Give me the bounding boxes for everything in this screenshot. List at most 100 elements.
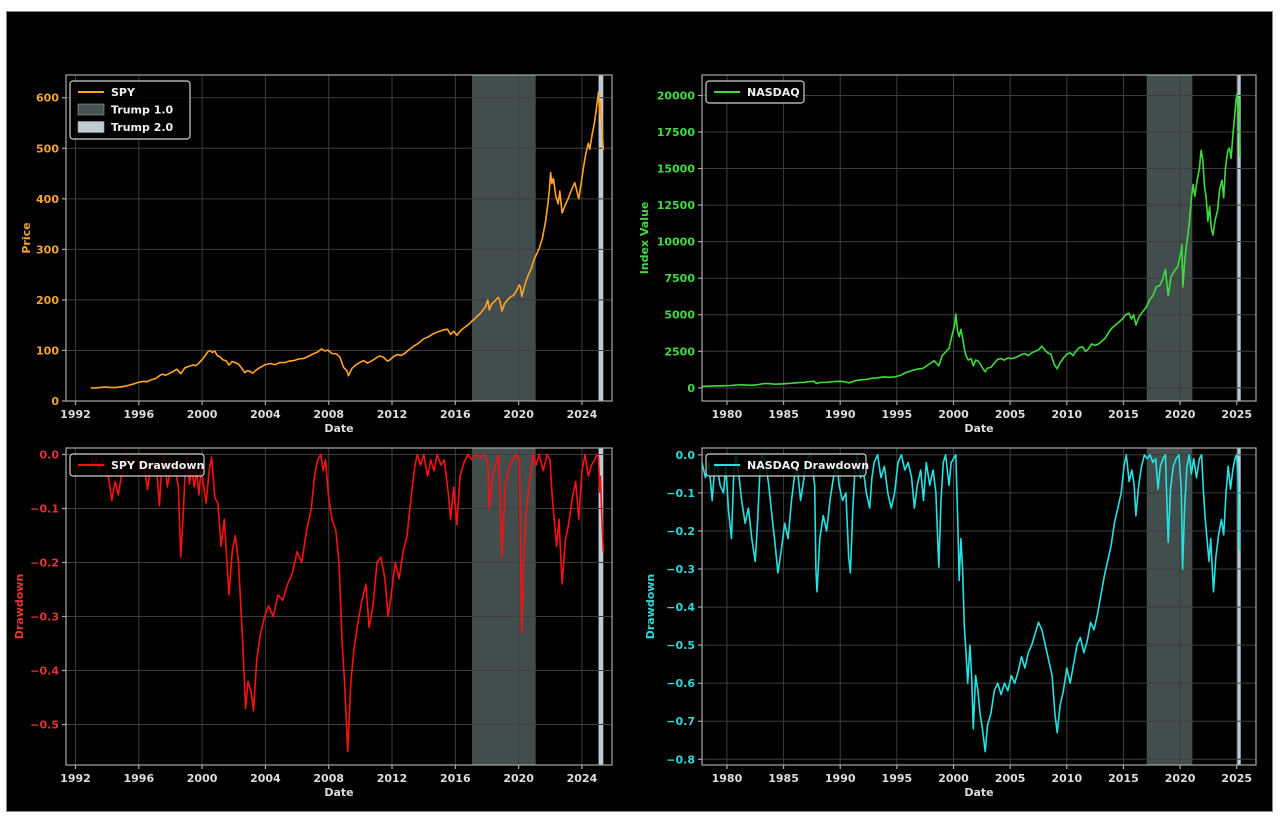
y-tick-label: 100 xyxy=(36,344,59,357)
y-tick-labels: 0 100 200 300 400 500 600 xyxy=(36,92,59,408)
legend: NASDAQ Drawdown xyxy=(705,453,869,477)
x-tick-label: 2020 xyxy=(1165,772,1196,785)
x-tick-label: 1992 xyxy=(60,408,91,421)
x-tick-label: 2025 xyxy=(1221,772,1252,785)
x-tick-label: 1985 xyxy=(768,772,799,785)
y-tick-label: −0.6 xyxy=(666,677,695,690)
x-tick-label: 2024 xyxy=(567,772,598,785)
legend-item: SPY Drawdown xyxy=(78,459,204,472)
x-tick-label: 2005 xyxy=(995,772,1026,785)
y-tick-label: −0.5 xyxy=(30,718,59,731)
x-tick-label: 2008 xyxy=(313,772,344,785)
x-tick-label: 1990 xyxy=(825,408,856,421)
y-tick-label: 10000 xyxy=(657,236,696,249)
x-tick-label: 1995 xyxy=(882,772,913,785)
trump2-band xyxy=(1237,448,1241,765)
x-tick-label: 2025 xyxy=(1221,408,1252,421)
y-tick-label: −0.2 xyxy=(30,556,59,569)
legend-item: Trump 1.0 xyxy=(77,103,174,117)
x-tick-label: 2008 xyxy=(313,408,344,421)
legend-item: NASDAQ Drawdown xyxy=(714,459,869,472)
y-tick-label: 300 xyxy=(36,243,59,256)
x-tick-labels: 1980 1985 1990 1995 2000 2005 2010 2015 2020 2025 xyxy=(712,408,1252,421)
y-axis-label: Drawdown xyxy=(13,574,26,640)
tick-marks xyxy=(698,94,1238,405)
x-tick-labels: 1992 1996 2000 2004 2008 2012 2016 2020 2024 xyxy=(60,408,597,421)
trump1-band xyxy=(471,75,536,401)
legend-box xyxy=(705,80,805,104)
x-axis-label: Date xyxy=(964,786,993,799)
y-tick-label: −0.3 xyxy=(30,610,59,623)
legend-label: SPY xyxy=(111,86,136,99)
legend-box xyxy=(705,453,867,477)
legend-box xyxy=(69,453,205,477)
trump2-band xyxy=(598,448,604,765)
y-axis-label: Price xyxy=(20,222,33,253)
y-tick-label: −0.4 xyxy=(666,601,695,614)
chart-spy-drawdown: 1992 1996 2000 2004 2008 2012 2016 2020 2024 0.0 −… xyxy=(13,447,613,799)
y-tick-label: −0.2 xyxy=(666,525,695,538)
x-tick-label: 2005 xyxy=(995,408,1026,421)
x-tick-label: 1980 xyxy=(712,408,743,421)
y-tick-label: 20000 xyxy=(657,89,696,102)
x-tick-label: 2020 xyxy=(503,408,534,421)
y-tick-label: 15000 xyxy=(657,163,696,176)
trump1-band xyxy=(471,448,536,765)
y-tick-label: 400 xyxy=(36,193,59,206)
y-tick-label: 7500 xyxy=(664,272,695,285)
x-tick-label: 2024 xyxy=(567,408,598,421)
x-tick-label: 1985 xyxy=(768,408,799,421)
x-tick-labels: 1992 1996 2000 2004 2008 2012 2016 2020 2024 xyxy=(60,772,597,785)
tick-marks xyxy=(62,97,583,405)
y-tick-label: −0.8 xyxy=(666,753,695,766)
x-tick-label: 1992 xyxy=(60,772,91,785)
x-tick-label: 2004 xyxy=(250,772,281,785)
x-tick-label: 2000 xyxy=(187,772,218,785)
x-tick-label: 2012 xyxy=(377,772,408,785)
x-tick-label: 2012 xyxy=(377,408,408,421)
nasdaq-price-line xyxy=(702,93,1241,388)
y-tick-label: 5000 xyxy=(664,309,695,322)
x-tick-labels: 1980 1985 1990 1995 2000 2005 2010 2015 2020 2025 xyxy=(712,772,1252,785)
y-tick-label: 12500 xyxy=(657,199,696,212)
y-tick-label: 200 xyxy=(36,294,59,307)
legend-label: NASDAQ Drawdown xyxy=(747,459,869,472)
x-tick-label: 1980 xyxy=(712,772,743,785)
x-tick-label: 2010 xyxy=(1051,772,1082,785)
legend-label: NASDAQ xyxy=(747,86,800,99)
legend: SPY Drawdown xyxy=(69,453,205,477)
legend: SPY Trump 1.0 Trump 2.0 xyxy=(69,80,191,140)
legend-patch-swatch xyxy=(77,103,105,116)
x-tick-label: 2016 xyxy=(440,772,471,785)
legend-item: SPY xyxy=(78,86,136,99)
trump1-band xyxy=(1146,75,1193,401)
y-tick-label: 17500 xyxy=(657,126,696,139)
x-tick-label: 1996 xyxy=(123,772,154,785)
plot-border xyxy=(65,447,613,766)
y-tick-label: 0.0 xyxy=(40,448,60,461)
x-tick-label: 2020 xyxy=(503,772,534,785)
legend: NASDAQ xyxy=(705,80,805,104)
plot-border xyxy=(65,74,613,402)
legend-label: SPY Drawdown xyxy=(111,459,204,472)
y-tick-label: −0.7 xyxy=(666,715,695,728)
legend-label: Trump 1.0 xyxy=(111,104,174,117)
x-tick-label: 2000 xyxy=(187,408,218,421)
x-tick-label: 2015 xyxy=(1108,772,1139,785)
plot-border xyxy=(701,74,1257,402)
x-tick-label: 1990 xyxy=(825,772,856,785)
tick-marks xyxy=(62,453,583,769)
x-tick-label: 2000 xyxy=(938,408,969,421)
x-tick-label: 2004 xyxy=(250,408,281,421)
x-axis-label: Date xyxy=(324,786,353,799)
x-tick-label: 2010 xyxy=(1051,408,1082,421)
y-axis-label: Drawdown xyxy=(644,574,657,640)
x-axis-label: Date xyxy=(324,422,353,435)
trump2-band xyxy=(598,75,604,401)
y-tick-labels: 0 2500 5000 7500 10000 12500 15000 17500 20000 xyxy=(657,89,696,394)
tick-marks xyxy=(698,454,1238,769)
y-tick-label: −0.1 xyxy=(666,487,695,500)
chart-nasdaq-drawdown: 1980 1985 1990 1995 2000 2005 2010 2015 2020 2025… xyxy=(644,447,1257,799)
y-tick-label: −0.4 xyxy=(30,664,59,677)
y-tick-label: −0.5 xyxy=(666,639,695,652)
